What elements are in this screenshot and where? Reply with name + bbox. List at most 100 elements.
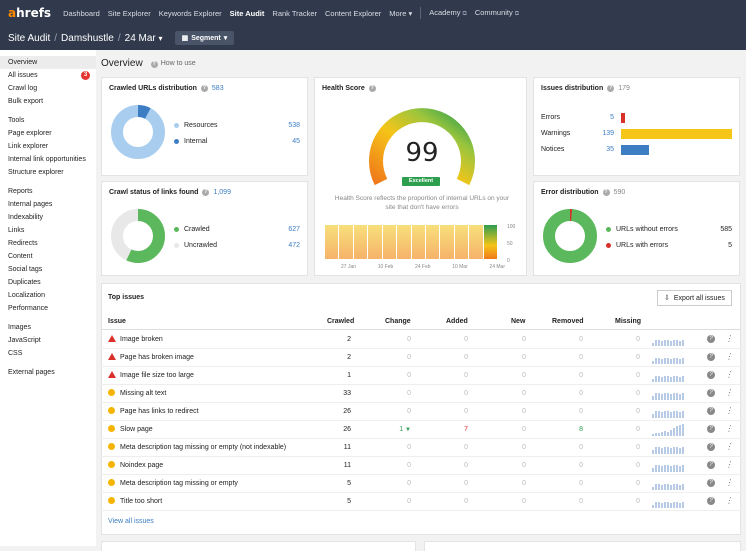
crawled-count[interactable]: 5 xyxy=(347,498,351,505)
missing-count[interactable]: 0 xyxy=(636,498,640,505)
added-count[interactable]: 0 xyxy=(464,390,468,397)
question-icon[interactable]: ? xyxy=(200,85,208,92)
table-row[interactable]: Noindex page 11 0 0 0 0 0? ⋮ xyxy=(101,457,741,475)
missing-count[interactable]: 0 xyxy=(636,480,640,487)
nav-keywords-explorer[interactable]: Keywords Explorer xyxy=(158,8,222,18)
issues-warnings-value[interactable]: 139 xyxy=(602,130,614,137)
sidebar-item-links[interactable]: Links xyxy=(8,227,25,234)
segment-button[interactable]: ▦ Segment ▾ xyxy=(174,31,235,45)
crawled-count[interactable]: 2 xyxy=(347,354,351,361)
health-history-bar[interactable] xyxy=(368,225,382,259)
sidebar-item-external-pages[interactable]: External pages xyxy=(8,369,55,376)
change-count[interactable]: 0 xyxy=(407,444,411,451)
table-row[interactable]: Slow page 26 1 ▼ 7 0 8 0? ⋮ xyxy=(101,421,741,439)
sidebar-item-duplicates[interactable]: Duplicates xyxy=(8,279,41,286)
table-row[interactable]: Image broken 2 0 0 0 0 0? ⋮ xyxy=(101,331,741,349)
column-header[interactable]: New xyxy=(511,318,526,325)
issue-name[interactable]: Image file size too large xyxy=(120,372,194,379)
more-options-icon[interactable]: ⋮ xyxy=(725,442,733,451)
help-icon[interactable]: ? xyxy=(707,353,715,361)
more-options-icon[interactable]: ⋮ xyxy=(725,406,733,415)
sidebar-item-javascript[interactable]: JavaScript xyxy=(8,337,41,344)
crawled-count[interactable]: 33 xyxy=(343,390,351,397)
crawl-status-total[interactable]: 1,099 xyxy=(213,189,231,196)
added-count[interactable]: 0 xyxy=(464,354,468,361)
removed-count[interactable]: 0 xyxy=(579,372,583,379)
question-icon[interactable]: ? xyxy=(202,189,210,196)
sidebar-item-redirects[interactable]: Redirects xyxy=(8,240,38,247)
breadcrumb-project[interactable]: Damshustle xyxy=(61,32,114,44)
nav-content-explorer[interactable]: Content Explorer xyxy=(325,8,382,18)
missing-count[interactable]: 0 xyxy=(636,390,640,397)
crawled-count[interactable]: 5 xyxy=(347,480,351,487)
sidebar-item-internal-pages[interactable]: Internal pages xyxy=(8,201,53,208)
help-icon[interactable]: ? xyxy=(707,443,715,451)
more-options-icon[interactable]: ⋮ xyxy=(725,370,733,379)
removed-count[interactable]: 0 xyxy=(579,498,583,505)
issue-name[interactable]: Page has broken image xyxy=(120,354,194,361)
more-options-icon[interactable]: ⋮ xyxy=(725,334,733,343)
question-icon[interactable]: ? xyxy=(607,85,615,92)
sidebar-item-images[interactable]: Images xyxy=(8,324,31,331)
change-count[interactable]: 0 xyxy=(407,336,411,343)
removed-count[interactable]: 0 xyxy=(579,480,583,487)
new-count[interactable]: 0 xyxy=(522,354,526,361)
uncrawled-value[interactable]: 472 xyxy=(288,242,300,249)
health-history-bar[interactable] xyxy=(382,225,397,259)
table-row[interactable]: Title too short 5 0 0 0 0 0? ⋮ xyxy=(101,493,741,511)
new-count[interactable]: 0 xyxy=(522,336,526,343)
new-count[interactable]: 0 xyxy=(522,372,526,379)
sidebar-item-performance[interactable]: Performance xyxy=(8,305,49,312)
sidebar-item-localization[interactable]: Localization xyxy=(8,292,45,299)
sidebar-item-bulk-export[interactable]: Bulk export xyxy=(8,98,44,105)
more-options-icon[interactable]: ⋮ xyxy=(725,352,733,361)
health-history-bar[interactable] xyxy=(440,225,454,259)
health-history-bar[interactable] xyxy=(325,225,339,259)
crawled-count[interactable]: 11 xyxy=(343,462,351,469)
change-count[interactable]: 0 xyxy=(407,408,411,415)
missing-count[interactable]: 0 xyxy=(636,372,640,379)
change-count[interactable]: 1 ▼ xyxy=(399,426,411,433)
crawled-count[interactable]: 11 xyxy=(343,444,351,451)
change-count[interactable]: 0 xyxy=(407,498,411,505)
sidebar-item-page-explorer[interactable]: Page explorer xyxy=(8,130,52,137)
help-icon[interactable]: ? xyxy=(707,389,715,397)
more-options-icon[interactable]: ⋮ xyxy=(725,496,733,505)
sidebar-item-css[interactable]: CSS xyxy=(8,350,23,357)
removed-count[interactable]: 8 xyxy=(579,426,583,433)
new-count[interactable]: 0 xyxy=(522,408,526,415)
removed-count[interactable]: 0 xyxy=(579,336,583,343)
sidebar-item-structure-explorer[interactable]: Structure explorer xyxy=(8,169,64,176)
sidebar-item-overview[interactable]: Overview xyxy=(0,56,96,69)
added-count[interactable]: 0 xyxy=(464,480,468,487)
table-row[interactable]: Meta description tag missing or empty (n… xyxy=(101,439,741,457)
new-count[interactable]: 0 xyxy=(522,390,526,397)
sidebar-item-internal-link-opportunities[interactable]: Internal link opportunities xyxy=(8,156,86,163)
breadcrumb-date[interactable]: 24 Mar ▾ xyxy=(124,32,163,44)
question-icon[interactable]: ? xyxy=(602,189,610,196)
crawled-value[interactable]: 627 xyxy=(288,226,300,233)
removed-count[interactable]: 0 xyxy=(579,354,583,361)
internal-value[interactable]: 45 xyxy=(292,138,300,145)
table-row[interactable]: Missing alt text 33 0 0 0 0 0? ⋮ xyxy=(101,385,741,403)
help-icon[interactable]: ? xyxy=(707,479,715,487)
change-count[interactable]: 0 xyxy=(407,480,411,487)
removed-count[interactable]: 0 xyxy=(579,462,583,469)
change-count[interactable]: 0 xyxy=(407,390,411,397)
issue-name[interactable]: Image broken xyxy=(120,336,163,343)
health-history-bar[interactable] xyxy=(339,225,353,259)
nav-academy[interactable]: Academy ⧉ xyxy=(429,8,467,17)
issue-name[interactable]: Missing alt text xyxy=(120,390,167,397)
missing-count[interactable]: 0 xyxy=(636,462,640,469)
help-icon[interactable]: ? xyxy=(707,335,715,343)
column-header[interactable]: Added xyxy=(446,318,468,325)
health-history-bar[interactable] xyxy=(469,225,483,259)
export-all-issues-button[interactable]: ⇩ Export all issues xyxy=(657,290,732,306)
added-count[interactable]: 7 xyxy=(464,426,468,433)
nav-rank-tracker[interactable]: Rank Tracker xyxy=(272,8,318,18)
more-options-icon[interactable]: ⋮ xyxy=(725,478,733,487)
missing-count[interactable]: 0 xyxy=(636,408,640,415)
removed-count[interactable]: 0 xyxy=(579,444,583,451)
issues-errors-value[interactable]: 5 xyxy=(610,114,614,121)
added-count[interactable]: 0 xyxy=(464,372,468,379)
